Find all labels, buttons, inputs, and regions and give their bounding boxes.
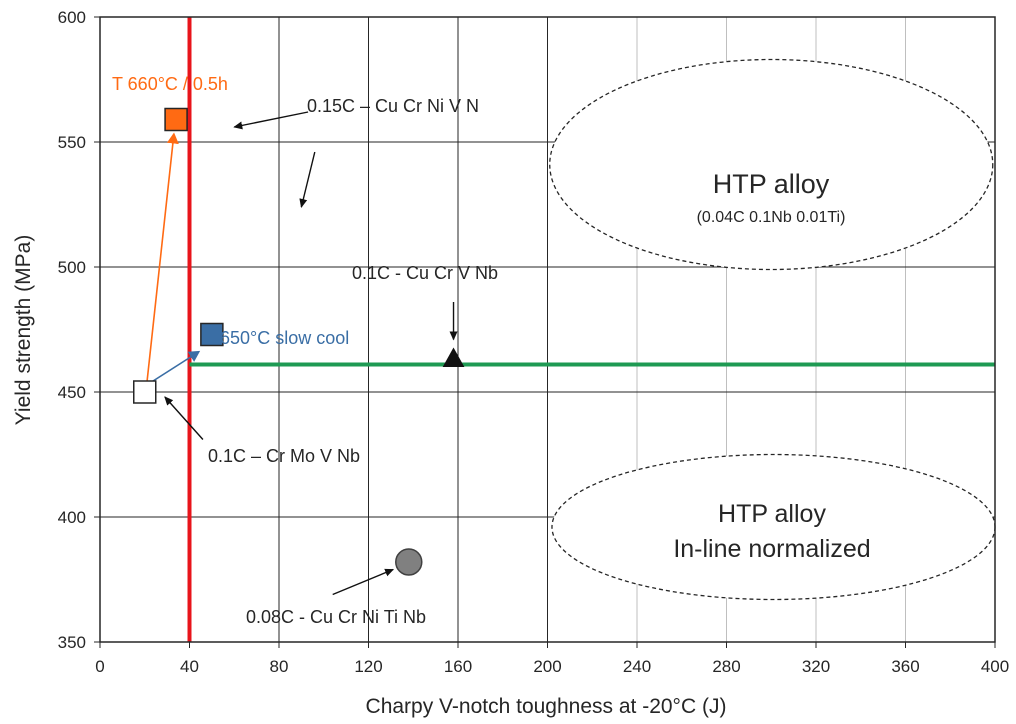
- x-tick-label: 40: [180, 657, 199, 676]
- htp-region-1: [549, 58, 994, 271]
- annotation-01c-cucrvnb: 0.1C - Cu Cr V Nb: [352, 263, 498, 283]
- htp-regions: [549, 58, 996, 601]
- y-tick-label: 350: [58, 633, 86, 652]
- x-tick-label: 240: [623, 657, 651, 676]
- x-tick-label: 280: [712, 657, 740, 676]
- annotation-008c: 0.08C - Cu Cr Ni Ti Nb: [246, 607, 426, 627]
- annotation-01c-crmovnb: 0.1C – Cr Mo V Nb: [208, 446, 360, 466]
- region1-title: HTP alloy: [713, 169, 830, 199]
- arrow-01c-crmovnb: [164, 396, 204, 440]
- region2-subtitle: In-line normalized: [673, 535, 870, 563]
- x-axis-title: Charpy V-notch toughness at -20°C (J): [366, 695, 727, 718]
- region1-subtitle: (0.04C 0.1Nb 0.01Ti): [697, 209, 846, 226]
- y-tick-label: 450: [58, 383, 86, 402]
- point-square: [200, 322, 224, 347]
- annotation-tempering: T 660°C / 0.5h: [112, 74, 228, 94]
- x-tick-labels: 0 40 80 120 160 200 240 280 320 360 400: [95, 657, 1009, 676]
- y-tick-labels: 350 400 450 500 550 600: [58, 8, 86, 652]
- annotation-arrows: [146, 111, 458, 596]
- arrow-015c-b: [299, 151, 316, 208]
- data-points: [133, 107, 465, 576]
- annotation-015c: 0.15C – Cu Cr Ni V N: [307, 96, 479, 116]
- x-tick-label: 200: [533, 657, 561, 676]
- x-tick-label: 360: [891, 657, 919, 676]
- region2-title: HTP alloy: [718, 500, 826, 528]
- point-square: [133, 380, 157, 404]
- arrow-015c-a: [233, 111, 309, 130]
- plot-border: [99, 16, 996, 643]
- x-tick-label: 400: [981, 657, 1009, 676]
- point-triangle: [442, 347, 465, 367]
- y-tick-label: 500: [58, 258, 86, 277]
- y-tick-label: 400: [58, 508, 86, 527]
- y-axis-title: Yield strength (MPa): [12, 235, 35, 426]
- y-tick-label: 550: [58, 133, 86, 152]
- reference-lines: [187, 17, 995, 642]
- point-circle: [395, 548, 423, 576]
- x-tick-label: 160: [444, 657, 472, 676]
- arrow-slow-cool: [151, 350, 201, 383]
- x-tick-label: 0: [95, 657, 104, 676]
- y-tick-label: 600: [58, 8, 86, 27]
- annotation-slow-cool: 650°C slow cool: [220, 328, 349, 348]
- point-square: [164, 107, 188, 132]
- x-tick-label: 320: [802, 657, 830, 676]
- arrow-008c: [332, 568, 395, 596]
- arrow-tempering: [146, 132, 179, 383]
- x-tick-label: 80: [270, 657, 289, 676]
- x-tick-label: 120: [354, 657, 382, 676]
